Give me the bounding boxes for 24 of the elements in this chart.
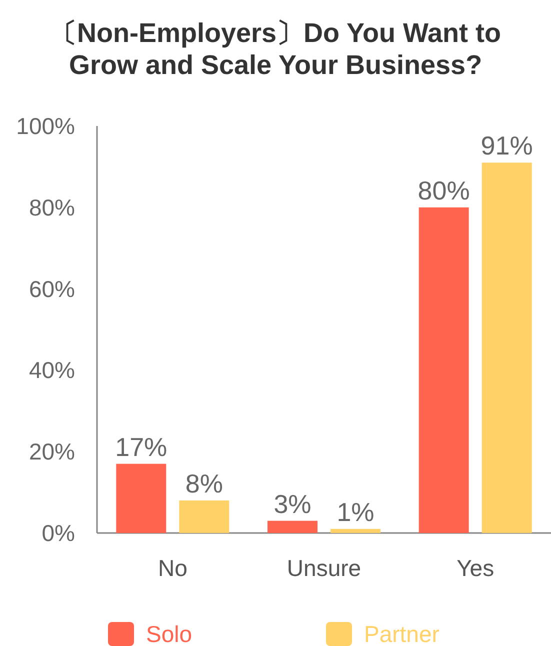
text: 8%	[185, 468, 223, 498]
text: 17%	[115, 432, 168, 462]
x-tick-label: No	[158, 555, 188, 581]
y-tick-label: 20%	[28, 438, 75, 465]
text: 91%	[480, 130, 533, 161]
bar	[418, 207, 469, 533]
x-tick-label: Unsure	[286, 555, 362, 581]
y-tick-label: 40%	[28, 357, 75, 384]
bar	[179, 500, 230, 533]
bar	[268, 520, 318, 533]
bar	[116, 464, 166, 533]
text: 3%	[274, 488, 312, 519]
bar	[330, 528, 380, 533]
x-tick-label: Yes	[456, 555, 494, 581]
y-tick-label: 0%	[42, 520, 75, 546]
text: 1%	[336, 496, 374, 527]
bar	[482, 162, 532, 533]
y-tick-label: 60%	[28, 276, 75, 302]
legend-label: Solo	[146, 621, 192, 646]
y-tick-label: 100%	[16, 113, 75, 139]
y-tick-label: 80%	[28, 194, 75, 220]
text: 80%	[418, 175, 470, 206]
legend-label: Partner	[364, 621, 440, 646]
chart-title: 〔Non-Employers〕Do You Want to Grow and Scale Your Business?	[50, 18, 501, 80]
